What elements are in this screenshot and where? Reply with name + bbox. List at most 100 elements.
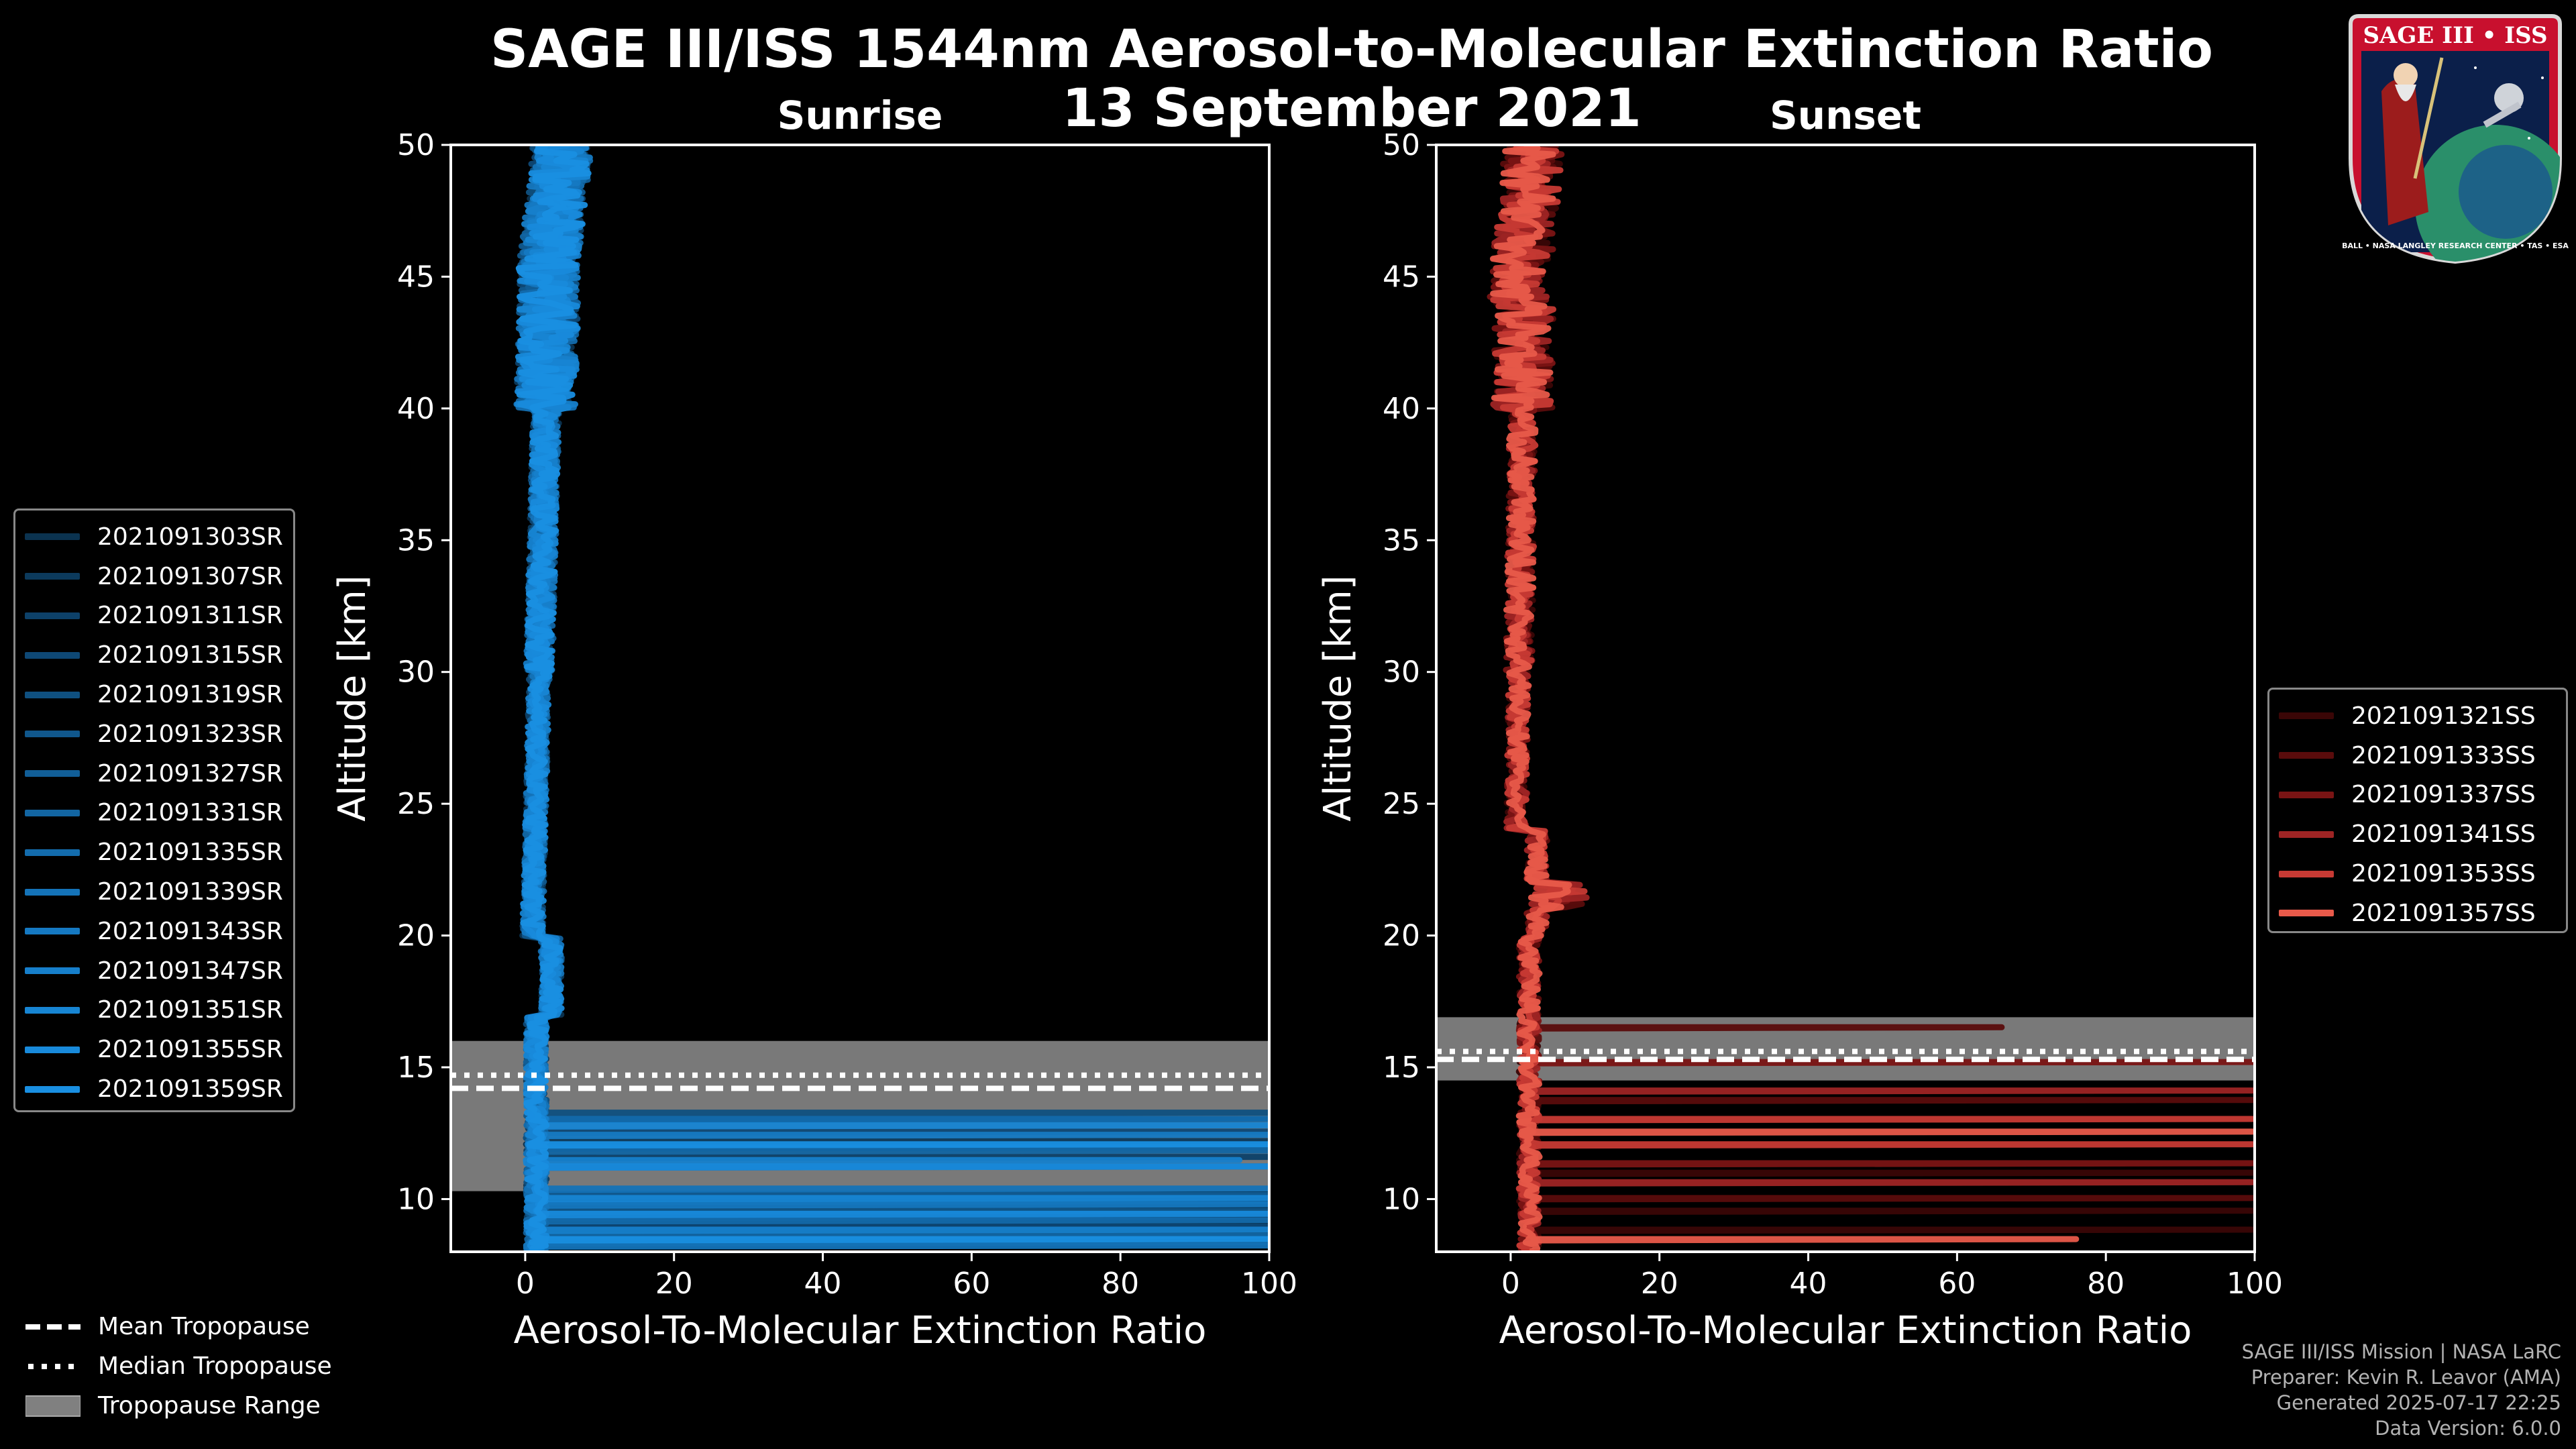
footer-mission: SAGE III/ISS Mission | NASA LaRC	[2241, 1340, 2561, 1363]
y-tick-label: 25	[1383, 787, 1420, 821]
legend-label: 2021091355SR	[97, 1036, 283, 1064]
legend-item-2021091315SR: 2021091315SR	[25, 635, 284, 675]
legend-swatch	[25, 928, 80, 935]
logo-ring-text: BALL • NASA LANGLEY RESEARCH CENTER • TA…	[2342, 241, 2569, 250]
x-tick-label: 20	[655, 1267, 693, 1301]
y-tick-label: 15	[1383, 1051, 1420, 1085]
legend-swatch	[2279, 830, 2334, 838]
legend-mean-tropopause: Mean Tropopause	[25, 1307, 332, 1346]
y-tick-label: 35	[1383, 523, 1420, 557]
figure-date: 13 September 2021	[1062, 78, 1642, 139]
legend-item-2021091341SS: 2021091341SS	[2279, 814, 2557, 854]
legend-mean-label: Mean Tropopause	[98, 1313, 310, 1340]
x-tick-label: 40	[1790, 1267, 1827, 1301]
y-tick-label: 25	[397, 787, 435, 821]
legend-label: 2021091307SR	[97, 562, 283, 590]
legend-label: 2021091359SR	[97, 1075, 283, 1104]
legend-swatch	[25, 533, 80, 541]
legend-label: 2021091321SS	[2351, 702, 2536, 730]
legend-item-2021091333SS: 2021091333SS	[2279, 736, 2557, 775]
y-tick-label: 10	[397, 1182, 435, 1216]
footer-generated: Generated 2025-07-17 22:25	[2276, 1391, 2561, 1414]
legend-swatch	[25, 573, 80, 580]
y-tick-label: 45	[1383, 260, 1420, 294]
footer-version: Data Version: 6.0.0	[2375, 1417, 2561, 1440]
legend-swatch	[25, 731, 80, 738]
profile-2021091353SS	[1490, 145, 2255, 1252]
x-tick-label: 20	[1641, 1267, 1678, 1301]
legend-item-2021091323SR: 2021091323SR	[25, 714, 284, 754]
legend-label: 2021091353SS	[2351, 860, 2536, 888]
legend-label: 2021091339SR	[97, 878, 283, 906]
legend-item-2021091307SR: 2021091307SR	[25, 557, 284, 596]
profile-2021091337SS	[1487, 145, 2255, 1252]
y-tick-label: 30	[1383, 655, 1420, 690]
legend-item-2021091355SR: 2021091355SR	[25, 1030, 284, 1069]
y-tick-label: 30	[397, 655, 435, 690]
legend-label: 2021091333SS	[2351, 741, 2536, 769]
legend-swatch	[2279, 870, 2334, 877]
y-tick-label: 10	[1383, 1182, 1420, 1216]
legend-label: 2021091327SR	[97, 759, 283, 788]
legend-item-2021091351SR: 2021091351SR	[25, 991, 284, 1030]
y-tick-label: 15	[397, 1051, 435, 1085]
footer-preparer: Preparer: Kevin R. Leavor (AMA)	[2251, 1366, 2561, 1389]
legend-label: 2021091331SR	[97, 799, 283, 827]
sage-iii-iss-logo: SAGE III • ISS BALL • NASA LANGLEY RESEA…	[2342, 14, 2569, 264]
profile-2021091321SS	[1493, 145, 2255, 1252]
legend-label: 2021091343SR	[97, 917, 283, 945]
legend-item-2021091343SR: 2021091343SR	[25, 912, 284, 951]
legend-item-2021091347SR: 2021091347SR	[25, 951, 284, 991]
x-tick-label: 0	[516, 1267, 535, 1301]
legend-label: 2021091303SR	[97, 523, 283, 551]
y-tick-label: 20	[397, 919, 435, 953]
legend-swatch	[25, 770, 80, 777]
legend-swatch	[25, 691, 80, 698]
legend-item-2021091359SR: 2021091359SR	[25, 1069, 284, 1109]
legend-range-label: Tropopause Range	[98, 1392, 321, 1419]
legend-item-2021091335SR: 2021091335SR	[25, 833, 284, 872]
x-tick-label: 60	[1938, 1267, 1976, 1301]
panel-title: Sunset	[1770, 93, 1921, 138]
profile-lines	[1487, 145, 2255, 1252]
y-tick-label: 40	[1383, 392, 1420, 426]
y-axis-label: Altitude [km]	[1316, 575, 1360, 821]
legend-swatch	[25, 1046, 80, 1053]
gray-patch-icon	[25, 1395, 80, 1417]
legend-label: 2021091323SR	[97, 720, 283, 748]
legend-swatch	[25, 809, 80, 816]
footer-credits: SAGE III/ISS Mission | NASA LaRC Prepare…	[2242, 1339, 2561, 1441]
legend-item-2021091321SS: 2021091321SS	[2279, 696, 2557, 736]
legend-label: 2021091319SR	[97, 681, 283, 709]
legend-swatch	[25, 612, 80, 619]
sunrise-legend: 2021091303SR 2021091307SR 2021091311SR 2021…	[13, 508, 295, 1112]
legend-label: 2021091341SS	[2351, 820, 2536, 849]
logo-title: SAGE III • ISS	[2363, 22, 2547, 49]
legend-swatch	[2279, 910, 2334, 917]
legend-swatch	[25, 849, 80, 856]
legend-label: 2021091351SR	[97, 996, 283, 1024]
sunset-legend: 2021091321SS 2021091333SS 2021091337SS 2021…	[2267, 688, 2568, 933]
x-tick-label: 0	[1501, 1267, 1520, 1301]
legend-swatch	[25, 651, 80, 659]
legend-label: 2021091315SR	[97, 641, 283, 669]
figure-title: SAGE III/ISS 1544nm Aerosol-to-Molecular…	[490, 19, 2213, 80]
legend-swatch	[2279, 791, 2334, 798]
legend-item-2021091331SR: 2021091331SR	[25, 794, 284, 833]
x-tick-label: 100	[2226, 1267, 2283, 1301]
legend-item-2021091357SS: 2021091357SS	[2279, 894, 2557, 933]
x-tick-label: 60	[953, 1267, 990, 1301]
legend-label: 2021091311SR	[97, 602, 283, 630]
legend-label: 2021091337SS	[2351, 781, 2536, 809]
legend-swatch	[25, 1006, 80, 1014]
y-tick-label: 50	[397, 128, 435, 162]
y-tick-label: 20	[1383, 919, 1420, 953]
x-axis-label: Aerosol-To-Molecular Extinction Ratio	[514, 1309, 1207, 1352]
panel-title: Sunrise	[777, 93, 943, 138]
y-tick-label: 35	[397, 523, 435, 557]
legend-item-2021091327SR: 2021091327SR	[25, 754, 284, 794]
dotted-line-icon	[28, 1363, 80, 1369]
legend-item-2021091339SR: 2021091339SR	[25, 872, 284, 912]
y-axis-label: Altitude [km]	[331, 575, 374, 821]
y-tick-label: 40	[397, 392, 435, 426]
